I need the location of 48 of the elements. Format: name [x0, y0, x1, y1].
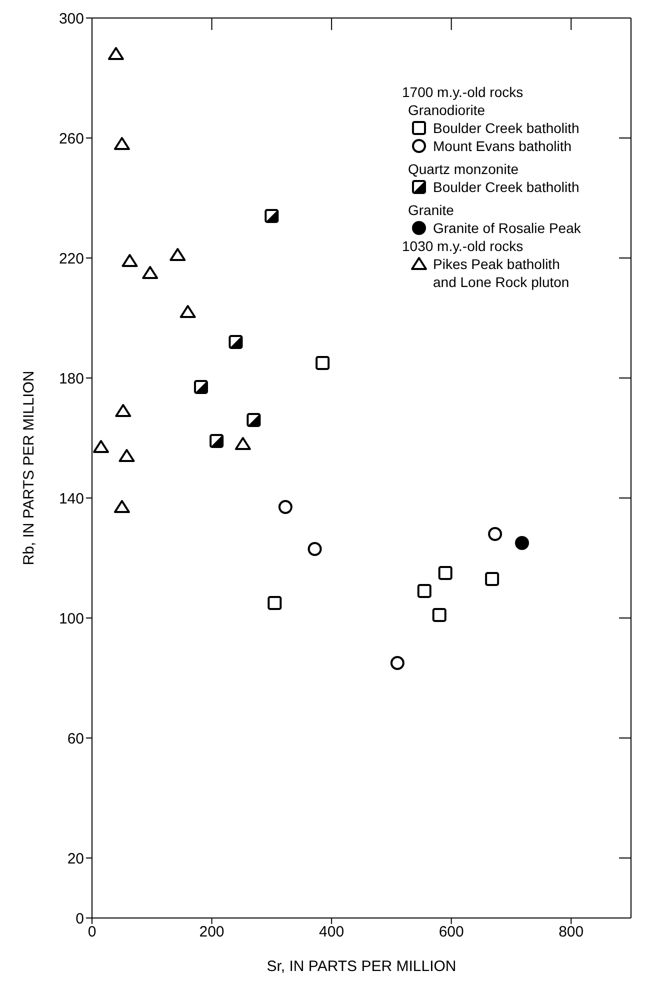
- legend-label: Boulder Creek batholith: [433, 178, 580, 196]
- y-tick-label: 300: [58, 10, 84, 28]
- point: [308, 542, 322, 556]
- annotation: 1030 m.y.-old rocks: [402, 237, 524, 255]
- point: [316, 356, 330, 370]
- x-axis-title: Sr, IN PARTS PER MILLION: [266, 958, 456, 975]
- annotation: Quartz monzonite: [408, 160, 520, 178]
- point: [438, 566, 452, 580]
- point: [118, 449, 135, 462]
- x-tick-label: 200: [199, 924, 224, 941]
- x-tick-label: 600: [438, 924, 464, 941]
- point: [278, 500, 292, 514]
- point: [515, 536, 529, 550]
- point: [142, 266, 158, 279]
- point: [115, 404, 132, 417]
- point: [390, 656, 404, 670]
- y-tick-label: 100: [58, 610, 84, 628]
- point: [114, 500, 130, 513]
- y-axis-title: Rb, IN PARTS PER MILLION: [20, 370, 38, 566]
- point: [92, 440, 109, 453]
- point: [488, 527, 502, 541]
- annotation: Granite: [408, 201, 455, 219]
- point: [234, 437, 251, 450]
- point: [114, 137, 130, 150]
- y-tick-label: 0: [76, 910, 84, 928]
- annotation: Granodiorite: [408, 101, 486, 119]
- point: [108, 47, 124, 60]
- legend-label: Pikes Peak batholith and Lone Rock pluton: [433, 255, 570, 291]
- point: [432, 608, 446, 622]
- legend-label: Granite of Rosalie Peak: [433, 219, 582, 237]
- point: [268, 596, 282, 610]
- annotation: 1700 m.y.-old rocks: [402, 83, 524, 101]
- y-tick-label: 20: [67, 850, 84, 868]
- x-tick-label: 0: [88, 924, 96, 941]
- y-tick-label: 140: [58, 490, 84, 508]
- legend-label: Boulder Creek batholith: [433, 119, 580, 137]
- y-tick-label: 60: [67, 730, 84, 748]
- point: [417, 584, 432, 598]
- y-tick-label: 180: [58, 370, 84, 388]
- point: [485, 572, 500, 586]
- y-tick-label: 220: [58, 250, 84, 268]
- point: [180, 305, 196, 318]
- point: [122, 254, 138, 267]
- x-tick-label: 400: [319, 924, 344, 941]
- x-tick-label: 800: [558, 924, 584, 941]
- point: [170, 248, 186, 261]
- y-tick-label: 260: [58, 130, 84, 148]
- legend-label: Mount Evans batholith: [433, 137, 573, 155]
